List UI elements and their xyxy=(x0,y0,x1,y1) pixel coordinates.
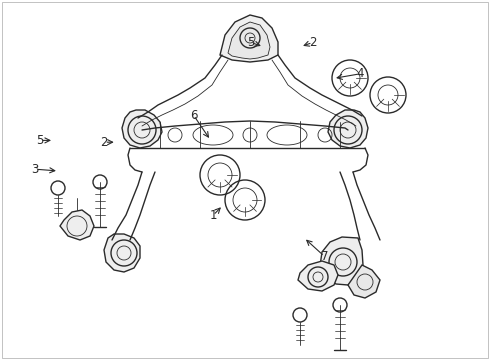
Text: 1: 1 xyxy=(209,209,217,222)
Text: 2: 2 xyxy=(309,36,317,49)
Text: 5: 5 xyxy=(247,36,255,49)
Text: 3: 3 xyxy=(31,163,39,176)
Polygon shape xyxy=(320,237,363,285)
Text: 2: 2 xyxy=(100,136,108,149)
Text: 7: 7 xyxy=(320,250,328,263)
Text: 5: 5 xyxy=(36,134,44,147)
Polygon shape xyxy=(122,110,162,148)
Text: 4: 4 xyxy=(356,67,364,80)
Polygon shape xyxy=(220,15,278,62)
Polygon shape xyxy=(60,210,94,240)
Polygon shape xyxy=(348,265,380,298)
Polygon shape xyxy=(328,110,368,148)
Text: 6: 6 xyxy=(190,109,197,122)
Polygon shape xyxy=(298,261,338,291)
Polygon shape xyxy=(104,234,140,272)
Polygon shape xyxy=(228,22,270,59)
